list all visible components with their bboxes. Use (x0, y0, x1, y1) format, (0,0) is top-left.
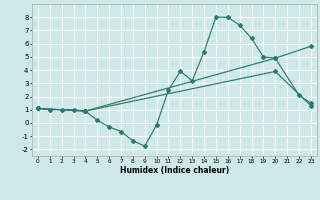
X-axis label: Humidex (Indice chaleur): Humidex (Indice chaleur) (120, 166, 229, 175)
